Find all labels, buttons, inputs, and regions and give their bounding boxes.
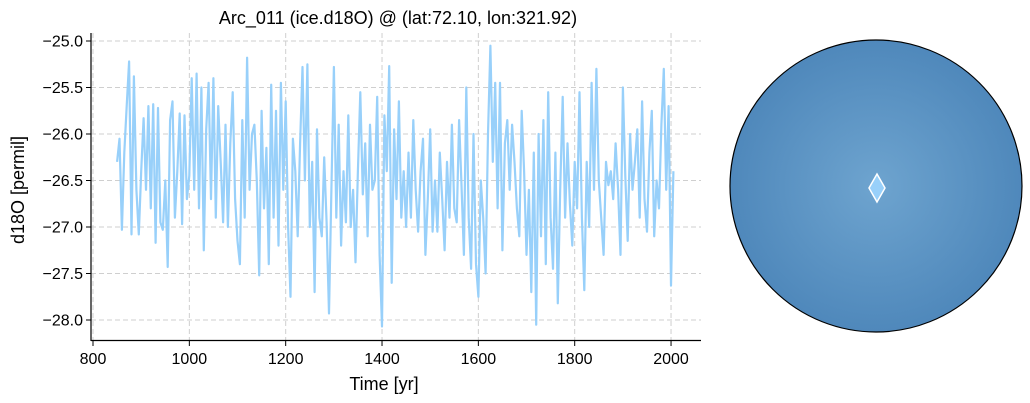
- y-tick-label: −27.0: [43, 220, 84, 237]
- x-tick-label: 1400: [364, 351, 400, 368]
- y-tick-label: −26.5: [43, 173, 84, 190]
- globe-map: [729, 39, 1023, 333]
- x-axis-label: Time [yr]: [349, 374, 418, 394]
- y-tick-label: −25.5: [43, 80, 84, 97]
- axes: [90, 33, 701, 342]
- globe-outline: [729, 39, 1023, 333]
- y-tick-label: −26.0: [43, 127, 84, 144]
- x-tick-label: 1800: [557, 351, 593, 368]
- y-axis-label: d18O [permil]: [8, 136, 28, 244]
- x-ticks: 800 1000 1200 1400 1600 1800 2000: [80, 341, 689, 368]
- chart-title: Arc_011 (ice.d18O) @ (lat:72.10, lon:321…: [219, 8, 577, 29]
- x-tick-label: 1200: [268, 351, 304, 368]
- y-tick-label: −27.5: [43, 266, 84, 283]
- x-tick-label: 800: [80, 351, 107, 368]
- site-marker-diamond-icon: [868, 172, 886, 204]
- grid: [91, 33, 701, 340]
- y-ticks: −25.0 −25.5 −26.0 −26.5 −27.0 −27.5 −28.0: [43, 34, 91, 330]
- x-tick-label: 1000: [172, 351, 208, 368]
- x-tick-label: 1600: [461, 351, 497, 368]
- y-tick-label: −28.0: [43, 313, 84, 330]
- y-tick-label: −25.0: [43, 34, 84, 51]
- series-line-ice-d18O: [116, 44, 675, 328]
- x-tick-label: 2000: [653, 351, 689, 368]
